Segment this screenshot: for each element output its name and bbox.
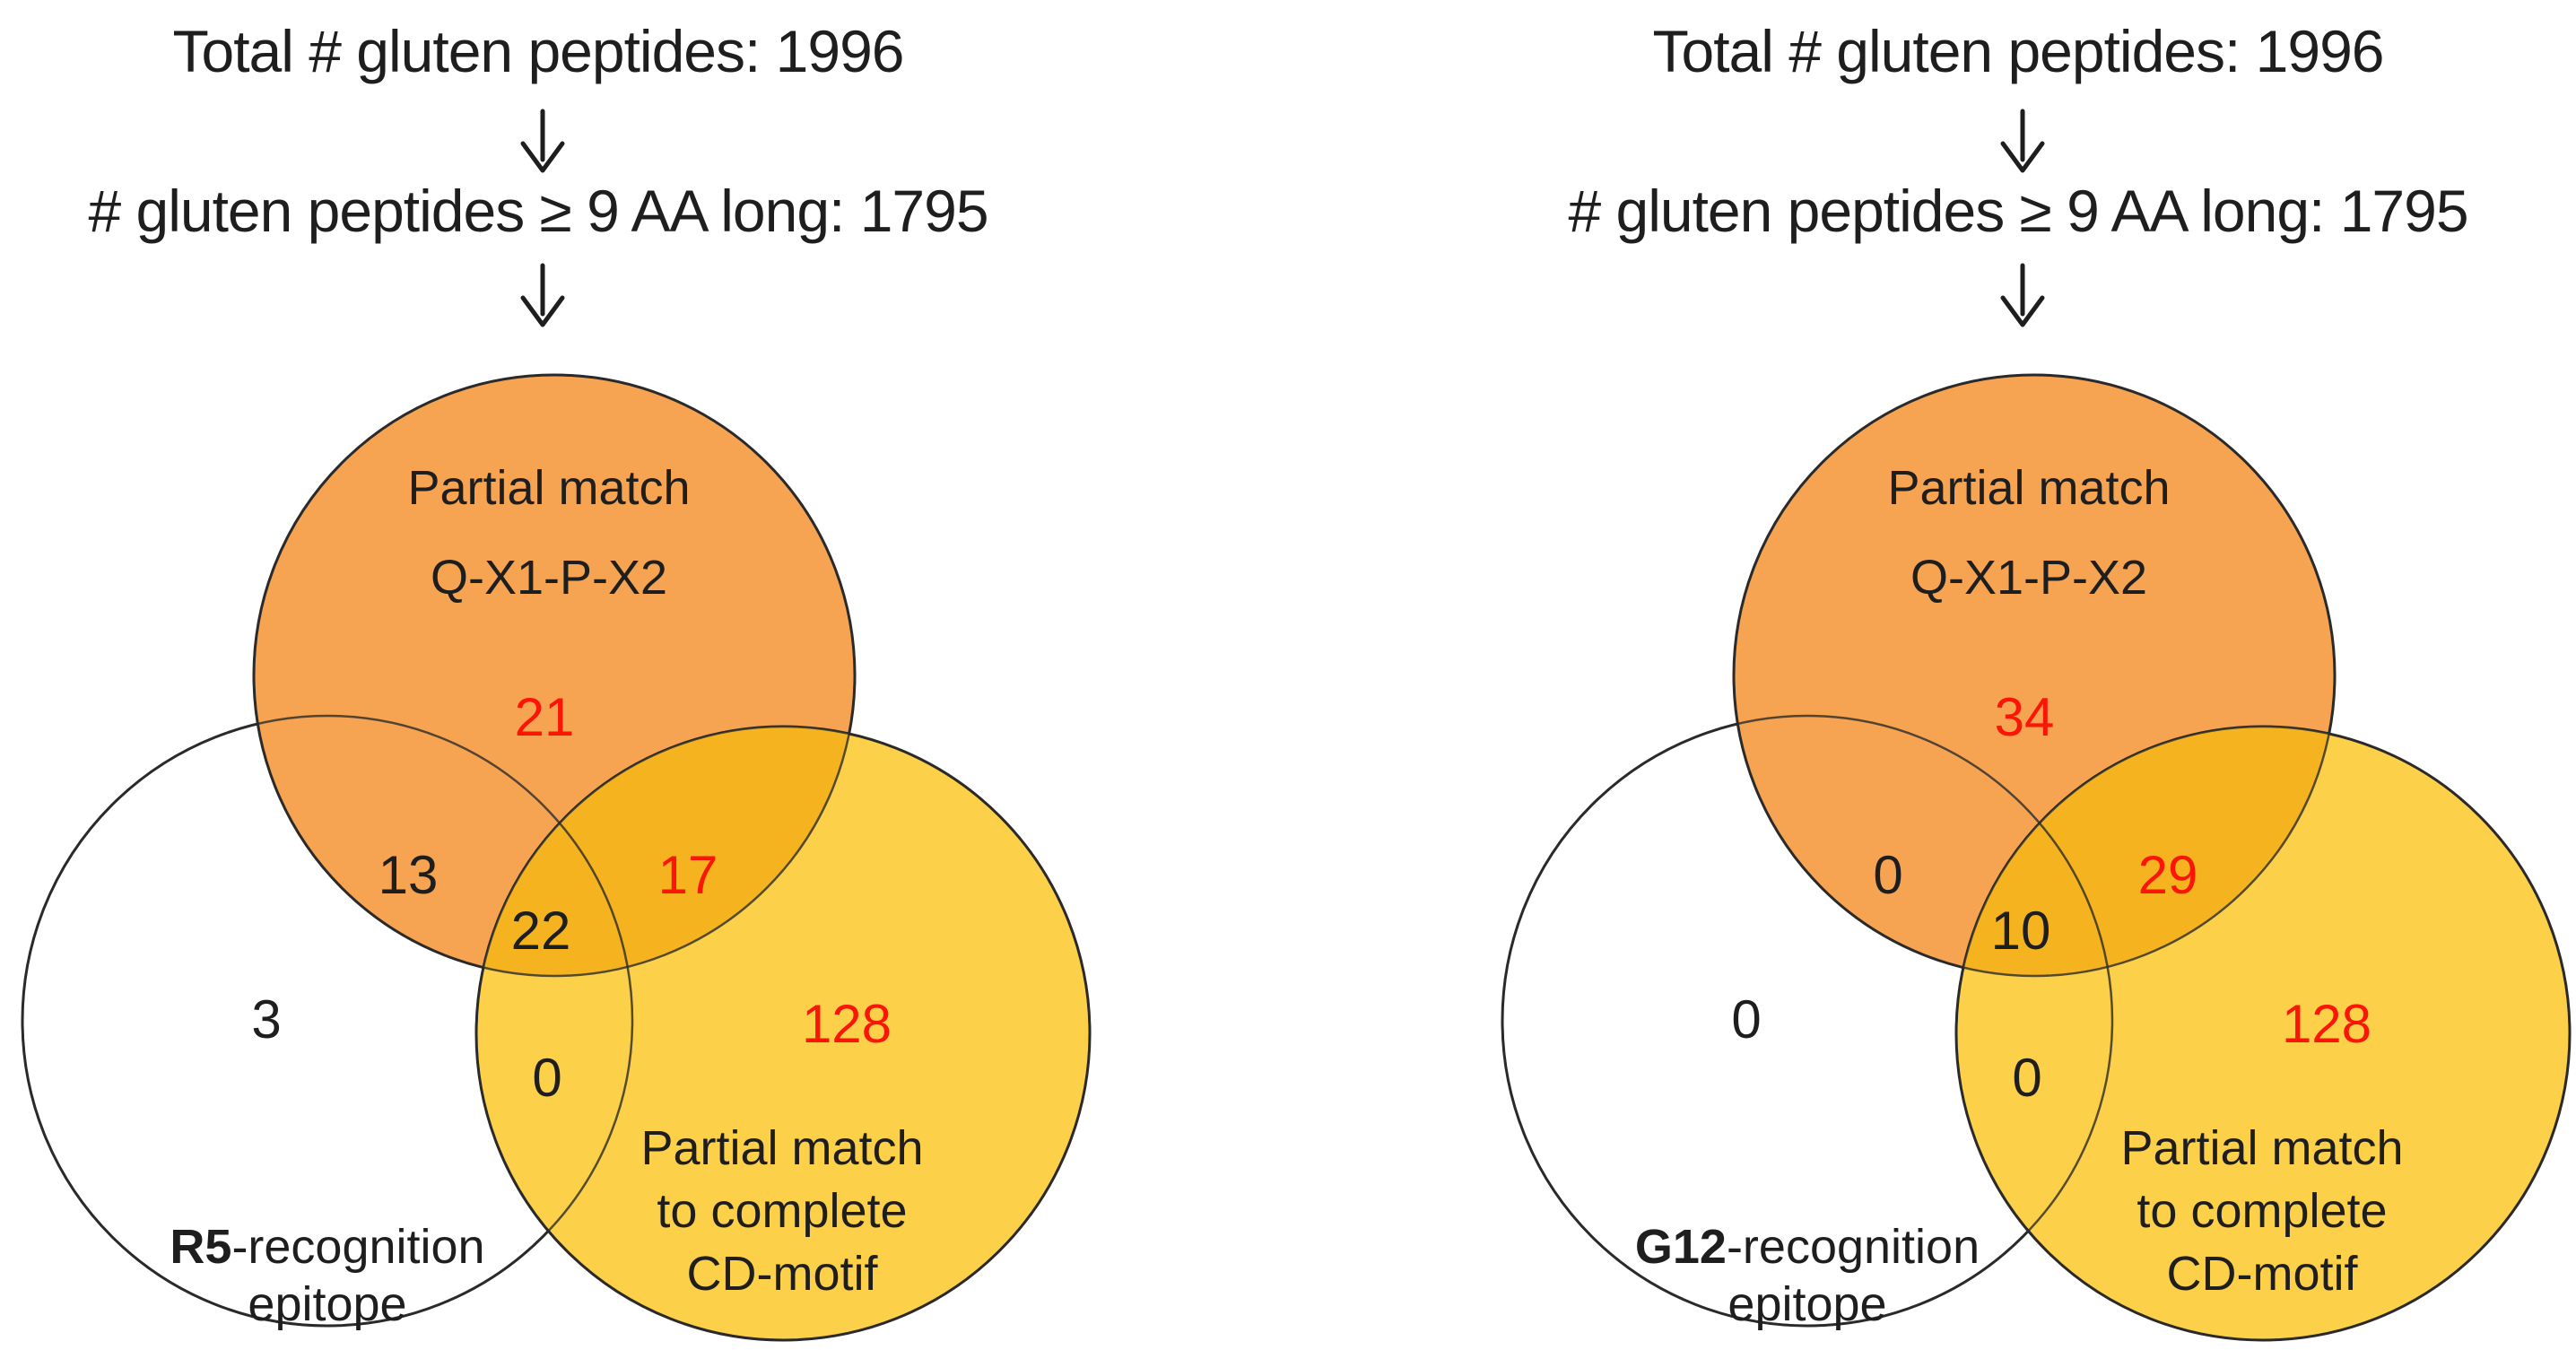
orange-circle-label-line2: Q-X1-P-X2 [431, 551, 667, 605]
orange-yellow-overlap-lens [476, 727, 855, 976]
white-circle-outline [21, 714, 634, 1328]
count-orange-yellow: 29 [2138, 845, 2198, 905]
yellow-circle-label-line3: CD-motif [2167, 1247, 2359, 1301]
down-arrow-icon [520, 263, 565, 327]
white-circle-label-line2: epitope [248, 1277, 406, 1331]
long-peptides-label: # gluten peptides ≥ 9 AA long: 1795 [88, 178, 988, 244]
count-center-all-three: 22 [511, 901, 571, 961]
long-peptides-label: # gluten peptides ≥ 9 AA long: 1795 [1568, 178, 2467, 244]
yellow-circle-label-line1: Partial match [640, 1121, 923, 1175]
white-circle-label-rest: -recognition [231, 1220, 484, 1274]
count-white-orange: 0 [1873, 845, 1902, 905]
down-arrow-icon [2000, 109, 2045, 173]
count-center-all-three: 10 [1991, 901, 2051, 961]
venn-group-g12: Total # gluten peptides: 1996 # gluten p… [1501, 18, 2572, 1342]
count-white-yellow: 0 [532, 1048, 561, 1108]
count-white-orange: 13 [379, 845, 439, 905]
orange-circle-label-line1: Partial match [1887, 461, 2170, 515]
yellow-circle-outline [1954, 725, 2572, 1342]
white-circle-label-rest: -recognition [1727, 1220, 1980, 1274]
white-circle-label-bold: G12 [1635, 1220, 1727, 1274]
yellow-circle-label-line3: CD-motif [687, 1247, 879, 1301]
total-peptides-label: Total # gluten peptides: 1996 [173, 18, 904, 84]
orange-circle-outline [1732, 373, 2337, 978]
count-orange-only: 21 [515, 687, 575, 747]
orange-circle-outline [252, 373, 857, 978]
yellow-circle-label-line2: to complete [2137, 1184, 2387, 1238]
count-yellow-only: 128 [802, 994, 892, 1054]
white-circle-label-line1: G12-recognition [1635, 1220, 1980, 1274]
white-circle-outline [1501, 714, 2114, 1328]
orange-circle-label-line1: Partial match [407, 461, 690, 515]
count-yellow-only: 128 [2282, 994, 2371, 1054]
count-orange-only: 34 [1995, 687, 2055, 747]
count-white-only: 3 [251, 989, 281, 1050]
white-circle-label-line2: epitope [1727, 1277, 1886, 1331]
yellow-circle-label-line2: to complete [657, 1184, 907, 1238]
orange-yellow-overlap-lens [1956, 727, 2335, 976]
count-white-yellow: 0 [2012, 1048, 2041, 1108]
venn-group-r5: Total # gluten peptides: 1996 # gluten p… [21, 18, 1092, 1342]
total-peptides-label: Total # gluten peptides: 1996 [1653, 18, 2384, 84]
white-circle-label-bold: R5 [170, 1220, 231, 1274]
yellow-circle-outline [474, 725, 1092, 1342]
down-arrow-icon [520, 109, 565, 173]
down-arrow-icon [2000, 263, 2045, 327]
yellow-circle-label-line1: Partial match [2120, 1121, 2403, 1175]
count-white-only: 0 [1731, 989, 1761, 1050]
orange-circle-label-line2: Q-X1-P-X2 [1910, 551, 2147, 605]
count-orange-yellow: 17 [658, 845, 718, 905]
white-circle-label-line1: R5-recognition [170, 1220, 484, 1274]
